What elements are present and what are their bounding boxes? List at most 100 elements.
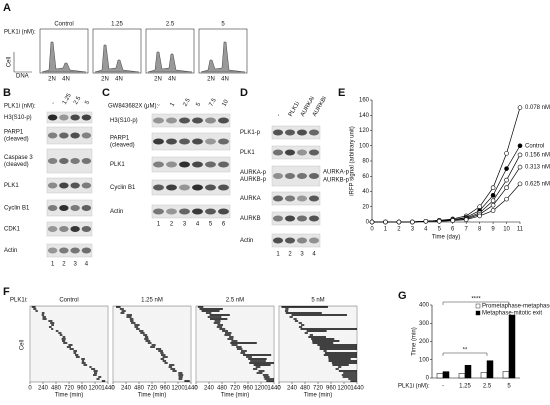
y-tick-label: 80 xyxy=(362,159,369,165)
band xyxy=(218,161,229,168)
legend-label: 0.625 nM xyxy=(525,181,550,187)
condition-label: Control xyxy=(54,22,73,28)
treatment-label: PLK1i (nM): xyxy=(4,104,36,110)
x-tick-label: 4 xyxy=(424,227,428,233)
band xyxy=(205,208,216,215)
x-tick-label: 720 xyxy=(313,386,324,392)
x-tick-label: 2 xyxy=(397,227,401,233)
treatment-label: GW843682X (μM): xyxy=(108,104,158,110)
band xyxy=(308,173,320,179)
bar xyxy=(442,371,450,379)
blot xyxy=(46,199,93,217)
band xyxy=(47,205,58,211)
band xyxy=(192,117,203,124)
significance-label: ** xyxy=(463,348,468,354)
row-label: Cyclin B1 xyxy=(110,185,136,191)
raster-frame xyxy=(112,305,192,383)
marker xyxy=(504,166,509,171)
x-tick-label: 5 xyxy=(438,227,442,233)
bar xyxy=(486,360,494,379)
lane-number: 1 xyxy=(51,262,55,268)
blot xyxy=(151,113,231,128)
x-tick-label: 240 xyxy=(287,386,298,392)
lane-number: 3 xyxy=(183,222,187,228)
row-label: Actin xyxy=(110,209,123,215)
marker xyxy=(490,202,496,208)
band xyxy=(153,208,164,215)
x-tick-label: 720 xyxy=(64,386,75,392)
x-tick-label: 240 xyxy=(204,386,215,392)
x-axis-label: Time (min) xyxy=(138,393,166,399)
condition-label: 1.25 xyxy=(111,22,123,28)
band xyxy=(218,117,229,124)
band xyxy=(296,195,308,202)
band xyxy=(166,184,177,191)
x-tick-label: 960 xyxy=(77,386,88,392)
band xyxy=(59,158,69,164)
row-label: PLK1 xyxy=(4,183,19,189)
lane-number: 3 xyxy=(73,262,77,268)
x-tick-label: 1440 xyxy=(350,386,364,392)
y-tick-label: 200 xyxy=(419,339,430,345)
band xyxy=(218,208,229,215)
x-axis-label: Time (min) xyxy=(55,393,83,399)
x-tick-label: 480 xyxy=(134,386,145,392)
histogram xyxy=(94,44,140,73)
axis-label: DNA xyxy=(16,74,29,80)
band xyxy=(308,215,320,222)
x-tick-label: 960 xyxy=(326,386,337,392)
y-tick-label: 140 xyxy=(359,113,370,119)
row-label: (cleaved) xyxy=(110,143,135,149)
y-axis-label: iRFP signal (arbitrary unit) xyxy=(350,126,356,196)
peak-label: 4N xyxy=(62,77,70,83)
y-tick-label: 20 xyxy=(362,204,369,210)
marker xyxy=(410,219,415,225)
marker xyxy=(477,204,482,210)
peak-label: 2N xyxy=(207,77,215,83)
lane-label: 5 xyxy=(195,101,202,107)
bar xyxy=(464,364,472,379)
condition-label: 5 xyxy=(221,22,225,28)
x-tick-label: 1 xyxy=(384,227,388,233)
peak-label: 4N xyxy=(168,77,176,83)
band xyxy=(81,205,92,211)
condition-label: 5 nM xyxy=(311,298,324,304)
legend-label: 0.156 nM xyxy=(525,152,550,158)
y-tick-label: 100 xyxy=(359,143,370,149)
x-tick-label: 1440 xyxy=(184,386,198,392)
band xyxy=(308,149,320,156)
marker xyxy=(436,218,442,224)
axis-label: Cell xyxy=(7,57,13,67)
x-tick-label: 240 xyxy=(38,386,49,392)
marker xyxy=(396,219,402,225)
lane-number: 3 xyxy=(300,252,304,258)
band xyxy=(272,195,284,202)
band xyxy=(166,138,177,145)
marker xyxy=(517,164,523,170)
marker xyxy=(504,185,509,190)
marker xyxy=(504,151,509,156)
band xyxy=(218,184,229,191)
band xyxy=(59,247,69,254)
x-tick-label: 3 xyxy=(411,227,415,233)
x-tick-label: 0 xyxy=(111,386,115,392)
band xyxy=(70,114,80,121)
y-tick-label: 400 xyxy=(419,303,430,309)
x-tick-label: 5 xyxy=(507,384,511,390)
y-tick-label: 40 xyxy=(362,189,369,195)
lane-label: 1 xyxy=(169,101,176,107)
x-tick-label: 960 xyxy=(243,386,254,392)
y-tick-label: 160 xyxy=(359,98,370,104)
panel-letter: D xyxy=(240,87,248,99)
row-label: (cleaved) xyxy=(4,162,29,168)
blot xyxy=(151,156,231,173)
row-label: H3(S10-p) xyxy=(110,118,138,124)
blot xyxy=(271,211,321,226)
y-tick-label: 0 xyxy=(426,376,430,382)
bar xyxy=(436,373,444,379)
x-tick-label: 960 xyxy=(160,386,171,392)
axis-label: Cell xyxy=(20,340,26,350)
band xyxy=(70,226,80,232)
